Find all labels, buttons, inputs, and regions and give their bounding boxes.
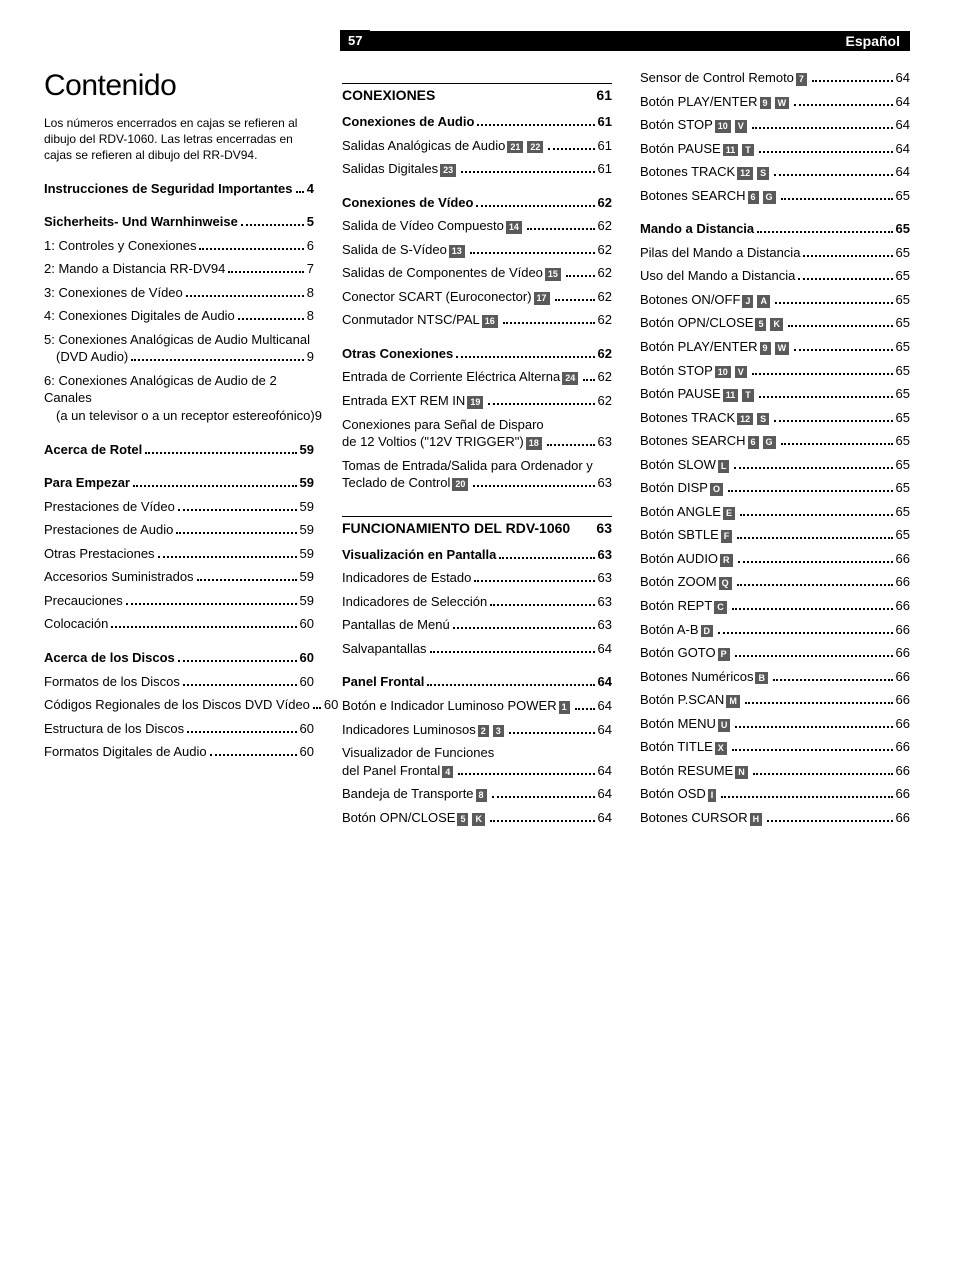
toc-entry: Acerca de los Discos60 [44, 649, 314, 667]
toc-entry: Conexiones para Señal de Disparo de 12 V… [342, 416, 612, 451]
toc-entry: Precauciones59 [44, 592, 314, 610]
toc-entry: Botones SEARCH 6G65 [640, 187, 910, 205]
toc-entry: Salidas Digitales 2361 [342, 160, 612, 178]
page-number: 57 [340, 30, 370, 51]
toc-entry: Indicadores de Estado63 [342, 569, 612, 587]
toc-entry: Botón ZOOM Q66 [640, 573, 910, 591]
toc-entry: Botón OPN/CLOSE 5K65 [640, 314, 910, 332]
toc-entry: Otras Prestaciones59 [44, 545, 314, 563]
toc-entry: Botón PLAY/ENTER 9W64 [640, 93, 910, 111]
page-title: Contenido [44, 69, 314, 103]
toc-entry: Formatos de los Discos60 [44, 673, 314, 691]
language-label: Español [846, 33, 900, 49]
toc-entry: Prestaciones de Audio59 [44, 521, 314, 539]
column-3: Sensor de Control Remoto 764 Botón PLAY/… [640, 69, 910, 833]
toc-entry: Botones ON/OFF JA65 [640, 291, 910, 309]
column-1: Contenido Los números encerrados en caja… [44, 69, 314, 833]
toc-entry: Accesorios Suministrados59 [44, 568, 314, 586]
toc-entry: Formatos Digitales de Audio60 [44, 743, 314, 761]
section-header: FUNCIONAMIENTO DEL RDV-106063 [342, 516, 612, 536]
toc-entry: Conexiones de Vídeo62 [342, 194, 612, 212]
toc-entry: Conexiones de Audio61 [342, 113, 612, 131]
toc-entry: Botones CURSOR H66 [640, 809, 910, 827]
toc-entry: Salida de Vídeo Compuesto 1462 [342, 217, 612, 235]
toc-entry: Códigos Regionales de los Discos DVD Víd… [44, 696, 314, 714]
toc-entry: Instrucciones de Seguridad Importantes4 [44, 180, 314, 198]
toc-entry: Botón RESUME N66 [640, 762, 910, 780]
toc-entry: 2: Mando a Distancia RR-DV947 [44, 260, 314, 278]
toc-entry: Entrada EXT REM IN 1962 [342, 392, 612, 410]
toc-entry: Botón GOTO P66 [640, 644, 910, 662]
toc-entry: Botón TITLE X66 [640, 738, 910, 756]
toc-entry: Botón MENU U66 [640, 715, 910, 733]
toc-entry: Para Empezar59 [44, 474, 314, 492]
toc-entry: Pilas del Mando a Distancia65 [640, 244, 910, 262]
toc-entry: Bandeja de Transporte 864 [342, 785, 612, 803]
toc-entry: Salida de S-Vídeo 1362 [342, 241, 612, 259]
toc-entry: Botón SLOW L65 [640, 456, 910, 474]
toc-entry: Botón PAUSE 11T64 [640, 140, 910, 158]
toc-entry: Botón AUDIO R66 [640, 550, 910, 568]
toc-entry: Prestaciones de Vídeo59 [44, 498, 314, 516]
header-bar: Español [370, 31, 910, 51]
toc-entry: Botones TRACK 12S64 [640, 163, 910, 181]
toc-entry: Uso del Mando a Distancia65 [640, 267, 910, 285]
content-columns: Contenido Los números encerrados en caja… [44, 69, 910, 833]
toc-entry: Botón PLAY/ENTER 9W65 [640, 338, 910, 356]
toc-entry: Botón DISP O65 [640, 479, 910, 497]
toc-entry: Botón e Indicador Luminoso POWER 164 [342, 697, 612, 715]
toc-entry: Botones Numéricos B66 [640, 668, 910, 686]
toc-entry: Indicadores de Selección63 [342, 593, 612, 611]
toc-entry: Visualización en Pantalla63 [342, 546, 612, 564]
toc-entry: Visualizador de Funciones del Panel Fron… [342, 744, 612, 779]
toc-entry: Acerca de Rotel59 [44, 441, 314, 459]
toc-entry: Botones TRACK 12S65 [640, 409, 910, 427]
toc-entry: Salidas Analógicas de Audio 212261 [342, 137, 612, 155]
toc-entry: Botón A-B D66 [640, 621, 910, 639]
toc-entry: Botón OSD I66 [640, 785, 910, 803]
toc-entry: Conector SCART (Euroconector) 1762 [342, 288, 612, 306]
toc-entry: 6: Conexiones Analógicas de Audio de 2 C… [44, 372, 314, 425]
toc-entry: 5: Conexiones Analógicas de Audio Multic… [44, 331, 314, 366]
toc-entry: Salidas de Componentes de Vídeo 1562 [342, 264, 612, 282]
toc-entry: Botón P.SCAN M66 [640, 691, 910, 709]
toc-entry: 1: Controles y Conexiones6 [44, 237, 314, 255]
toc-entry: 4: Conexiones Digitales de Audio8 [44, 307, 314, 325]
toc-entry: Mando a Distancia65 [640, 220, 910, 238]
toc-entry: Colocación60 [44, 615, 314, 633]
toc-entry: Botón OPN/CLOSE 5K64 [342, 809, 612, 827]
toc-entry: Sicherheits- Und Warnhinweise5 [44, 213, 314, 231]
toc-entry: 3: Conexiones de Vídeo8 [44, 284, 314, 302]
intro-text: Los números encerrados en cajas se refie… [44, 115, 314, 164]
toc-entry: Salvapantallas64 [342, 640, 612, 658]
toc-entry: Botón STOP 10V64 [640, 116, 910, 134]
toc-entry: Botón STOP 10V65 [640, 362, 910, 380]
section-header: CONEXIONES61 [342, 83, 612, 103]
column-2: CONEXIONES61 Conexiones de Audio61 Salid… [342, 69, 612, 833]
toc-entry: Entrada de Corriente Eléctrica Alterna 2… [342, 368, 612, 386]
toc-entry: Botón ANGLE E65 [640, 503, 910, 521]
top-bar: 57 Español [340, 30, 910, 51]
toc-entry: Botón PAUSE 11T65 [640, 385, 910, 403]
toc-entry: Botones SEARCH 6G65 [640, 432, 910, 450]
toc-entry: Tomas de Entrada/Salida para Ordenador y… [342, 457, 612, 492]
toc-entry: Otras Conexiones62 [342, 345, 612, 363]
toc-entry: Sensor de Control Remoto 764 [640, 69, 910, 87]
toc-entry: Pantallas de Menú63 [342, 616, 612, 634]
toc-entry: Conmutador NTSC/PAL 1662 [342, 311, 612, 329]
toc-entry: Botón REPT C66 [640, 597, 910, 615]
toc-entry: Botón SBTLE F65 [640, 526, 910, 544]
toc-entry: Indicadores Luminosos 2364 [342, 721, 612, 739]
toc-entry: Panel Frontal64 [342, 673, 612, 691]
toc-entry: Estructura de los Discos60 [44, 720, 314, 738]
